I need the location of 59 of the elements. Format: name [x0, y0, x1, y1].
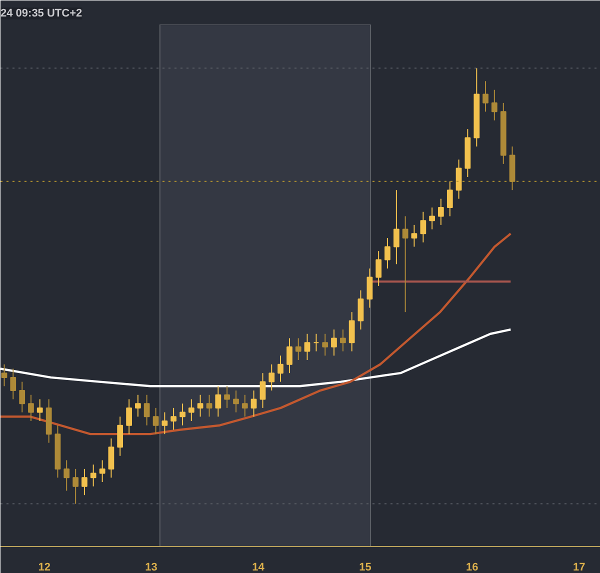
- candlestick: [491, 89, 498, 121]
- candlestick: [233, 390, 239, 413]
- candlestick: [393, 190, 400, 265]
- candlestick: [72, 468, 79, 504]
- candlestick: [402, 216, 408, 313]
- candlestick: [170, 407, 176, 430]
- candlestick: [64, 460, 70, 492]
- candlestick: [144, 394, 150, 426]
- candlestick: [197, 394, 204, 418]
- candlestick: [250, 390, 257, 418]
- candlestick: [322, 333, 328, 356]
- candlestick: [331, 329, 337, 356]
- candlestick: [99, 460, 106, 483]
- x-tick-label: 15: [359, 562, 372, 573]
- candlestick: [224, 386, 230, 408]
- candlestick: [260, 372, 266, 408]
- candlestick: [411, 224, 418, 248]
- candlestick: [180, 403, 186, 426]
- candlestick: [152, 407, 159, 435]
- candlestick: [134, 394, 141, 418]
- candlestick: [286, 338, 292, 374]
- candlestick: [446, 180, 453, 217]
- x-tick-label: 13: [145, 562, 158, 573]
- candlestick: [304, 333, 310, 361]
- candlestick: [340, 329, 346, 352]
- candlestick: [348, 312, 355, 352]
- x-tick-label: 16: [466, 562, 478, 573]
- candlestick: [429, 207, 435, 230]
- candlestick: [36, 398, 43, 422]
- candlestick: [242, 394, 248, 418]
- candlestick: [28, 394, 34, 422]
- candlestick: [366, 268, 373, 308]
- x-tick-label: 12: [38, 562, 50, 573]
- candlestick: [10, 368, 16, 400]
- candlestick: [420, 211, 426, 243]
- candlestick: [358, 290, 364, 330]
- x-tick-label: 17: [572, 562, 586, 573]
- candlestick: [278, 355, 284, 382]
- candlestick: [215, 386, 222, 418]
- x-tick-label: 14: [252, 562, 266, 573]
- candlestick: [126, 398, 132, 435]
- candlestick: [19, 381, 26, 413]
- candlestick: [1, 364, 8, 387]
- candlestick: [376, 250, 382, 286]
- candlestick: [295, 338, 302, 361]
- text: 24 09:35 UTC+2: [0, 8, 82, 20]
- candlestick: [384, 238, 390, 270]
- candlestick: [108, 438, 114, 478]
- candlestick: [206, 394, 212, 418]
- candlestick: [117, 416, 124, 456]
- candlestick: [82, 468, 88, 496]
- candlestick: [162, 412, 168, 435]
- candlestick: [456, 159, 462, 200]
- candlestick: [482, 80, 488, 112]
- candlestick: [268, 364, 275, 392]
- candlestick: [438, 198, 444, 226]
- candlestick: [188, 398, 194, 422]
- candlestick: [313, 333, 320, 352]
- candlestick: [90, 464, 96, 487]
